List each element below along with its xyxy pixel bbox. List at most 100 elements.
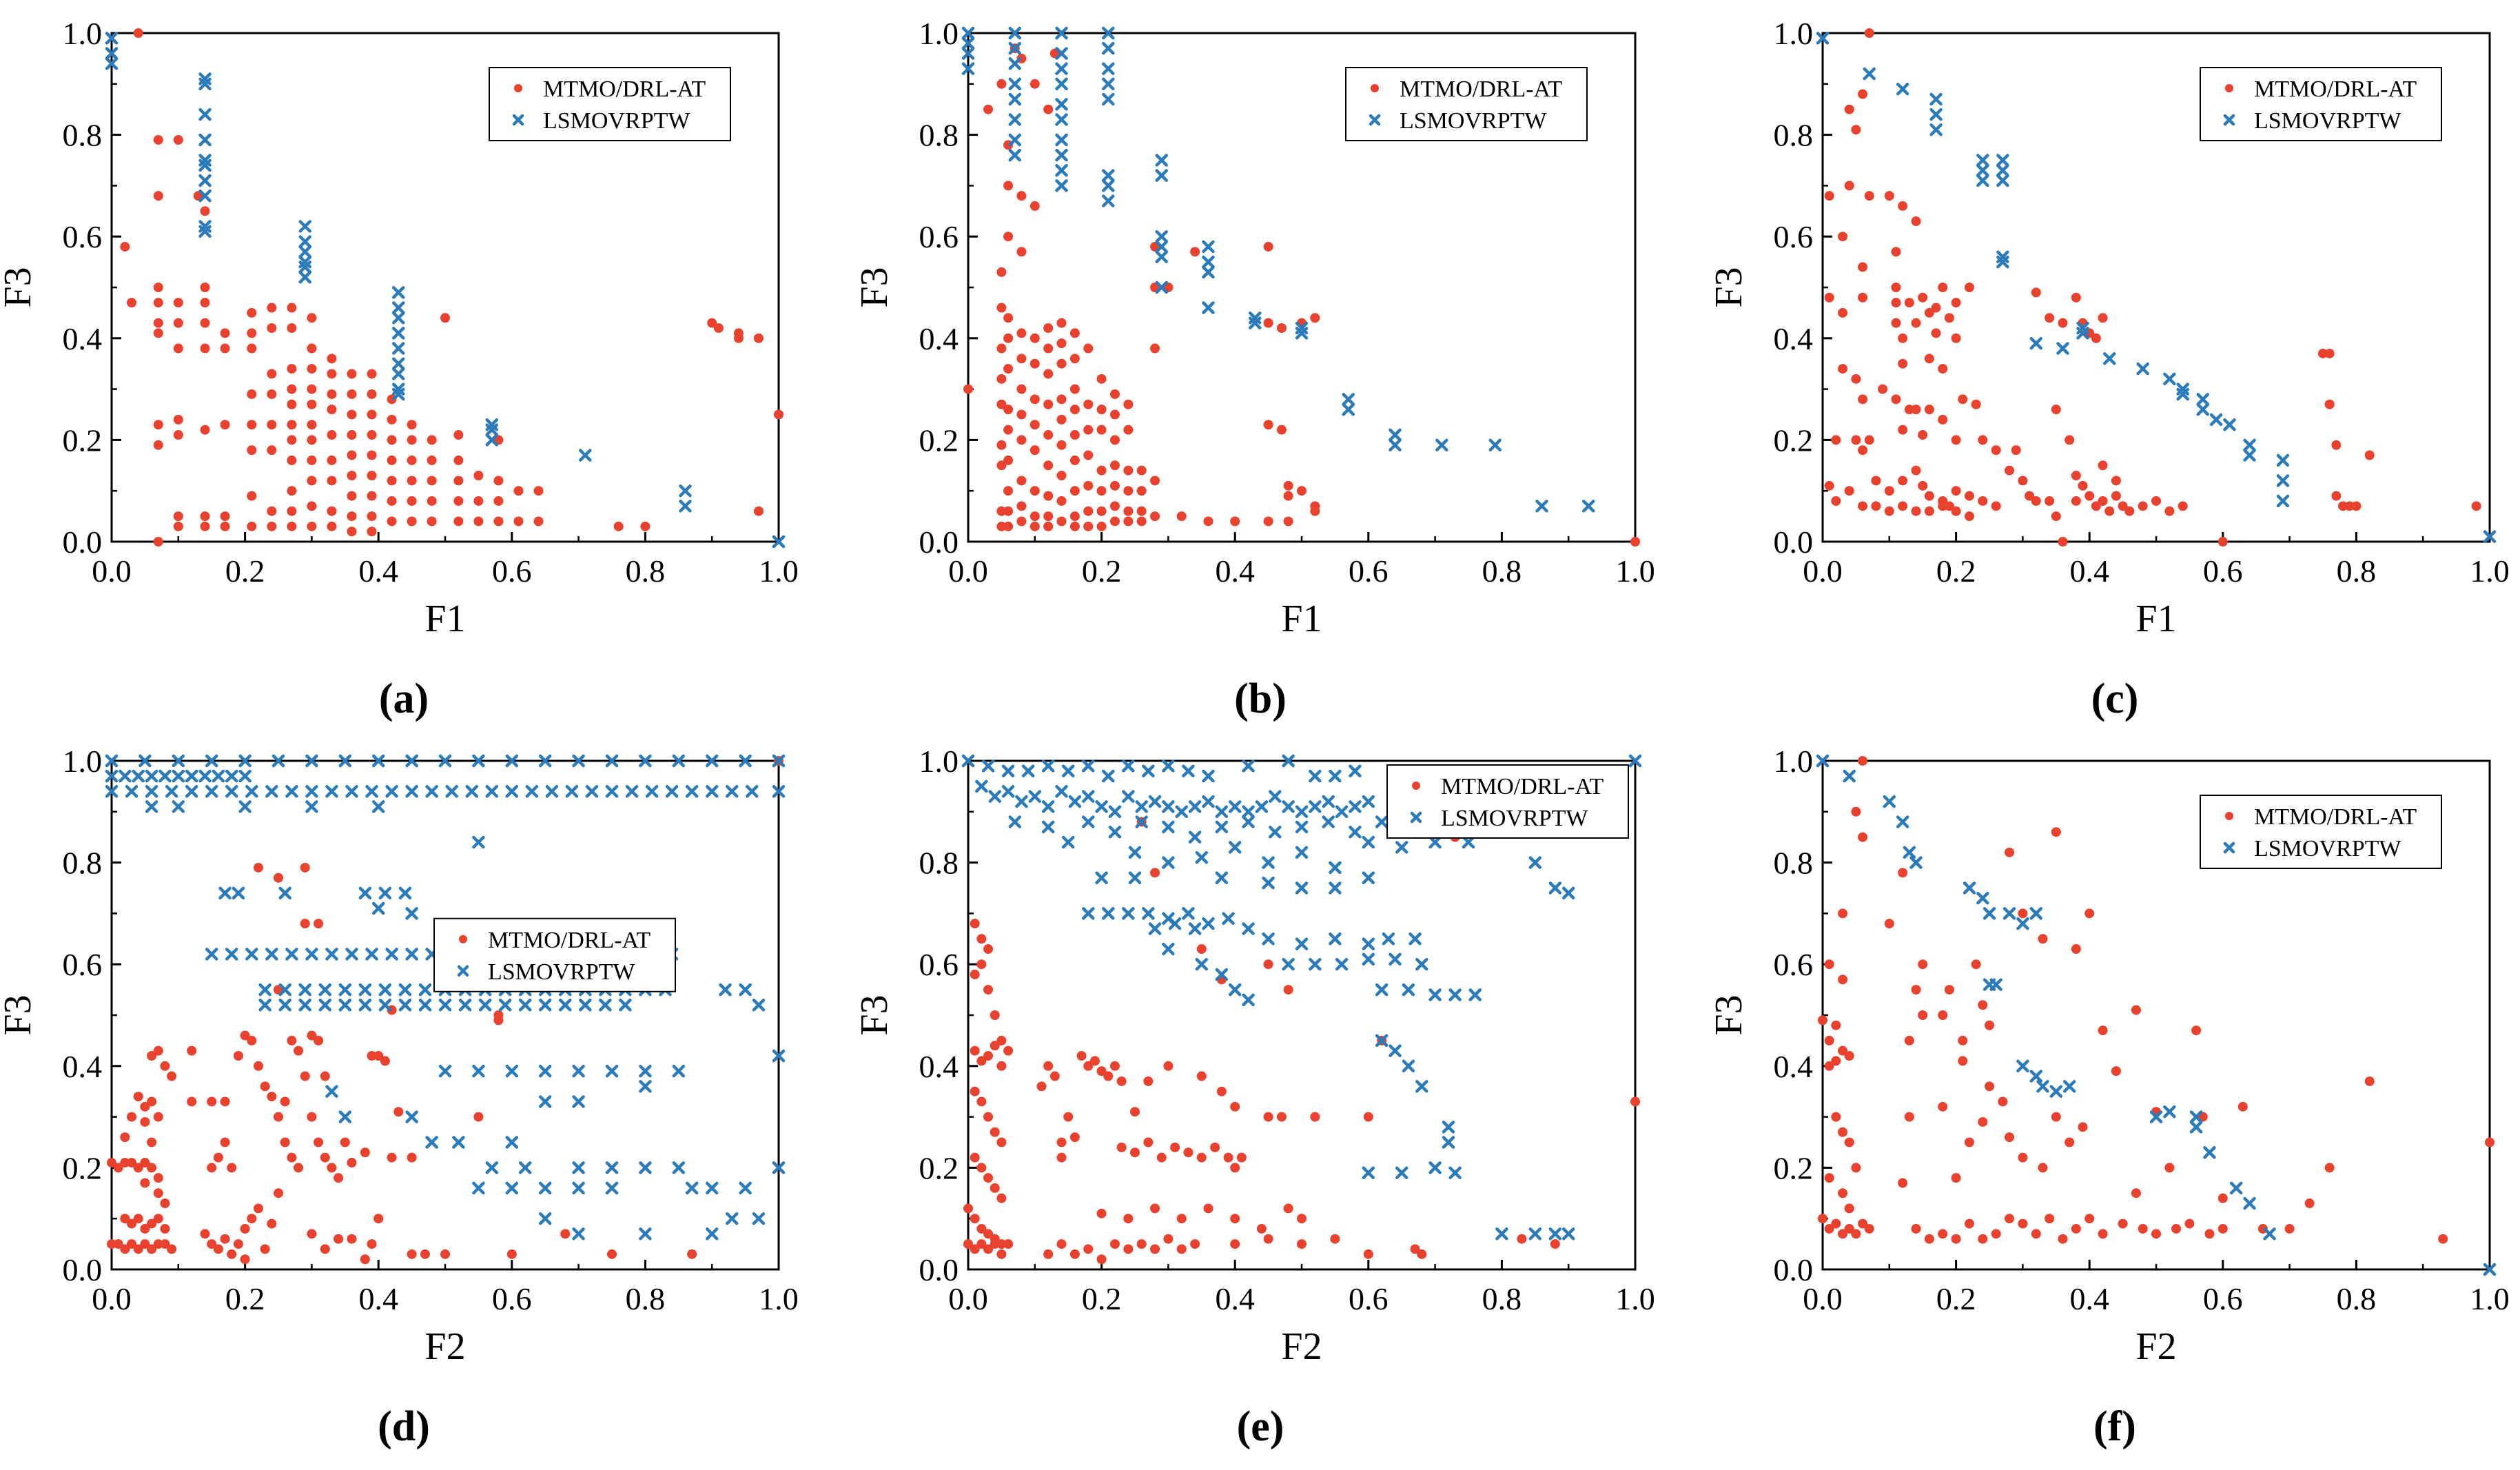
scatter-point [2189,1121,2203,1134]
scatter-point [1016,354,1027,364]
scatter-point [345,948,358,961]
scatter-point [1081,815,1095,828]
scatter-point [298,245,311,258]
y-tick-label: 0.2 [919,422,959,458]
scatter-point [1016,328,1027,338]
scatter-point [1909,856,1923,869]
scatter-point [2011,445,2021,456]
scatter-point [1069,354,1080,364]
y-tick-label: 0.6 [1774,219,1814,254]
scatter-point [1095,800,1108,813]
legend-label: MTMO/DRL-AT [2254,804,2417,830]
scatter-point [2016,1059,2029,1073]
scatter-point [485,433,499,447]
scatter-point [265,948,278,961]
scatter-point [347,1234,357,1244]
scatter-point [405,1110,418,1123]
scatter-point [1001,764,1015,778]
scatter-point [1362,795,1375,808]
scatter-point [307,1229,317,1239]
scatter-point [1898,868,1908,878]
scatter-point [1342,393,1355,406]
scatter-point [1824,191,1834,201]
scatter-point [705,754,719,768]
scatter-point [473,471,484,481]
scatter-point [1016,435,1027,445]
scatter-point [1951,435,1961,445]
y-tick-label: 1.0 [1774,744,1814,779]
scatter-point [167,1071,177,1081]
scatter-point [963,1239,973,1249]
scatter-point [1276,323,1287,334]
scatter-point [1029,445,1040,456]
scatter-point [1055,62,1068,75]
scatter-point [127,1218,137,1229]
scatter-point [2038,1163,2048,1173]
scatter-point [1029,333,1040,343]
scatter-point [287,506,297,516]
scatter-point [1991,1229,2001,1239]
x-tick-label: 0.8 [2337,1281,2377,1316]
scatter-point [1978,1234,1988,1244]
scatter-point [1008,148,1022,162]
scatter-point [1135,815,1148,828]
scatter-point [2118,1218,2128,1229]
scatter-point [1083,425,1094,435]
scatter-point [378,886,392,900]
scatter-point [1242,815,1255,828]
scatter-point [198,159,212,172]
x-tick-label: 0.4 [358,553,398,589]
scatter-point [287,323,297,334]
scatter-point [120,1158,130,1168]
scatter-point [153,318,163,328]
scatter-point [1983,907,1996,920]
scatter-point [2071,292,2081,303]
scatter-point [1055,179,1068,192]
scatter-point [1938,414,1948,425]
scatter-point [1142,764,1155,778]
scatter-point [1202,240,1215,254]
scatter-point [173,343,183,354]
y-tick-label: 0.8 [1774,118,1814,153]
scatter-point [1918,1010,1928,1020]
scatter-point [1884,191,1894,201]
scatter-point [2243,449,2256,462]
scatter-point [1978,496,1988,506]
scatter-point [373,1051,384,1061]
x-tick-label: 1.0 [2470,553,2510,589]
scatter-point [172,754,185,768]
scatter-point [267,1092,277,1102]
scatter-point [2018,908,2028,919]
scatter-point [2045,496,2055,506]
scatter-point [2131,1188,2141,1198]
scatter-point [1130,1107,1140,1117]
scatter-point [153,1173,163,1183]
x-tick-label: 0.8 [1482,553,1522,589]
scatter-point [1109,460,1120,471]
scatter-point [1188,922,1202,935]
legend-marker [2225,84,2233,92]
scatter-point [772,754,786,768]
scatter-point [538,1064,552,1078]
scatter-point [107,1239,116,1249]
scatter-point [990,1010,1000,1020]
x-tick-label: 0.8 [626,553,666,589]
scatter-point [607,1249,617,1259]
scatter-point [278,998,291,1012]
scatter-point [2189,1110,2203,1123]
scatter-point [1362,937,1375,950]
scatter-point [305,754,318,768]
scatter-point [545,785,559,798]
legend-label: LSMOVRPTW [1400,108,1547,134]
scatter-point [1375,983,1389,997]
scatter-point [1096,374,1107,384]
scatter-point [153,283,163,292]
legend: MTMO/DRL-AT LSMOVRPTW [433,917,676,992]
scatter-point [1851,1163,1861,1173]
scatter-point [739,754,752,768]
scatter-point [2091,501,2101,511]
scatter-point [220,521,230,531]
legend: MTMO/DRL-AT LSMOVRPTW [2200,67,2442,141]
scatter-point [1878,384,1888,394]
legend-marker [459,935,467,943]
